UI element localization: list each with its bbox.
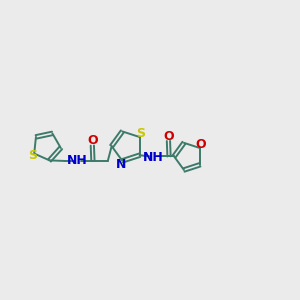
Text: NH: NH [67, 154, 88, 167]
Text: O: O [164, 130, 174, 143]
Text: O: O [87, 134, 98, 147]
Text: S: S [28, 149, 37, 162]
Text: S: S [136, 127, 145, 140]
Text: O: O [196, 138, 206, 151]
Text: NH: NH [143, 151, 164, 164]
Text: N: N [116, 158, 126, 171]
